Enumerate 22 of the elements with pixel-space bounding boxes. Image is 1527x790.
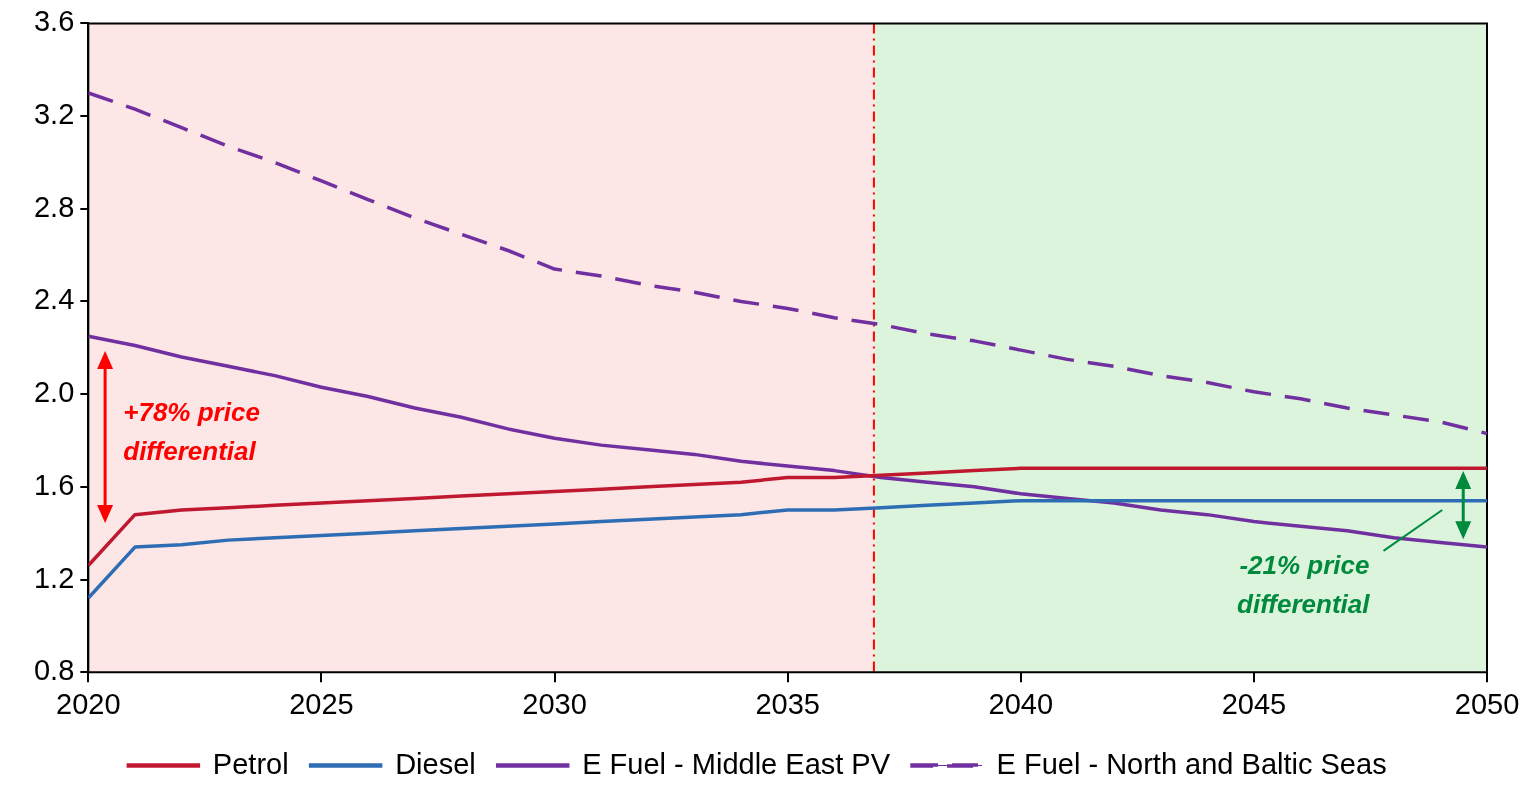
y-tick-label: 0.8 [33,654,75,687]
line-series [88,91,1487,436]
x-tick-label: 2025 [289,687,354,720]
x-tick-label: 2030 [522,687,587,720]
y-tick-label: 3.6 [33,5,75,38]
legend-label: E Fuel - North and Baltic Seas [996,747,1387,780]
y-tick-label: 2.8 [33,190,75,223]
x-tick-label: 2020 [56,687,121,720]
legend-label: Diesel [395,747,476,780]
y-tick-label: 3.2 [33,98,75,131]
legend-label: E Fuel - Middle East PV [582,747,891,780]
annotation: -21% price differential [1236,548,1370,621]
legend-label: Petrol [212,747,289,780]
annotation: +78% price differential [123,396,261,469]
x-tick-label: 2045 [1221,687,1287,720]
y-tick-label: 2.0 [33,376,75,409]
x-tick-label: 2040 [988,687,1054,720]
y-tick-label: 1.6 [33,468,75,501]
y-tick-label: 1.2 [33,561,75,594]
x-tick-label: 2035 [755,687,820,720]
y-tick-label: 2.4 [33,283,75,316]
x-tick-label: 2050 [1454,687,1520,720]
